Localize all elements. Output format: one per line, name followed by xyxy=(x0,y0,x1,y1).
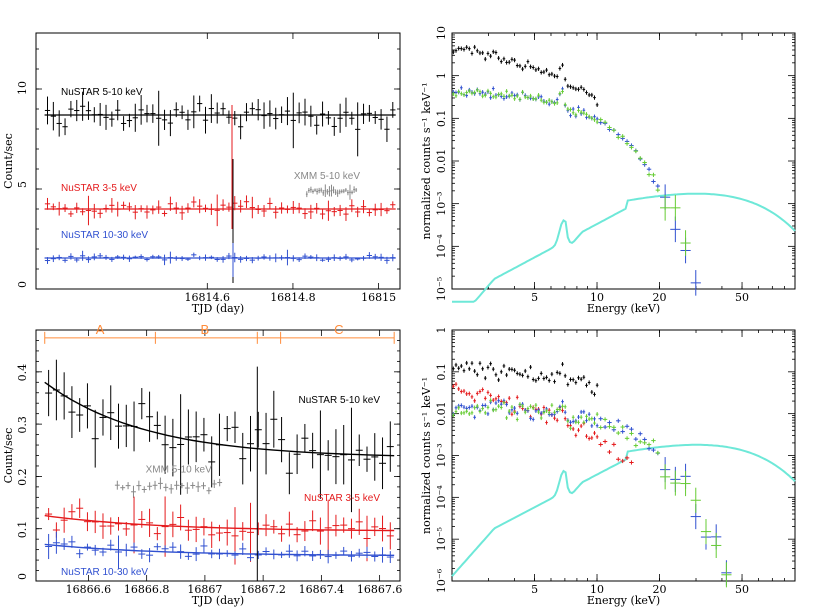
y-tick-label: 0.1 xyxy=(435,110,448,128)
x-tick-label: 20 xyxy=(652,291,666,304)
x-axis-label: TJD (day) xyxy=(192,594,244,607)
series-label: XMM 5-10 keV xyxy=(146,464,212,475)
x-axis-label: Energy (keV) xyxy=(587,594,660,607)
series-label: NuSTAR 10-30 keV xyxy=(61,230,148,241)
reflection-model-curve xyxy=(451,443,796,577)
series-label: XMM 5-10 keV xyxy=(294,171,360,182)
spectrum-panel-bottom-right: 5 10 20 50 10⁻⁶ 10⁻⁵ 10⁻⁴ 10⁻³ 0.01 0.1 1 Energy (k… xyxy=(420,327,796,607)
x-tick-label: 5 xyxy=(531,291,538,304)
series-nustar-10-30-kev xyxy=(44,531,395,569)
y-tick-label: 10⁻⁶ xyxy=(435,568,448,593)
y-tick-label: 10⁻⁴ xyxy=(435,485,448,510)
y-tick-label: 0.1 xyxy=(435,363,448,381)
spectrum-xmm-5-10-kev xyxy=(452,360,599,397)
x-tick-label: 16866.8 xyxy=(124,583,170,596)
x-axis-label: TJD (day) xyxy=(192,302,244,315)
y-axis-label: normalized counts s⁻¹ keV⁻¹ xyxy=(420,82,433,239)
series-nustar-5-10-kev xyxy=(44,90,396,157)
series-xmm-5-10-kev xyxy=(114,477,223,498)
series-nustar-10-30-kev xyxy=(44,249,396,266)
series-label: NuSTAR 10-30 keV xyxy=(61,567,148,578)
spectrum-nustar-3-5-kev xyxy=(452,382,634,465)
y-axis-label: Count/sec xyxy=(2,428,15,484)
x-tick-label: 16867.4 xyxy=(299,583,345,596)
y-tick-label: 10⁻³ xyxy=(435,443,448,467)
y-tick-label: 0 xyxy=(16,281,29,288)
y-tick-label: 10⁻⁵ xyxy=(435,277,448,301)
segment-label: A xyxy=(96,322,105,337)
lightcurve-panel-top-left: 16814.6 16814.8 16815 0 5 10 TJD (day) Count/se… xyxy=(2,32,401,315)
x-tick-label: 20 xyxy=(652,583,666,596)
y-tick-label: 10 xyxy=(16,81,29,95)
x-tick-label: 50 xyxy=(735,583,749,596)
fit-curve xyxy=(44,543,395,556)
x-tick-label: 16814.6 xyxy=(185,291,231,304)
y-tick-label: 0.2 xyxy=(16,468,29,486)
y-tick-label: 0.1 xyxy=(16,521,29,539)
x-tick-label: 16867 xyxy=(187,583,222,596)
series-label: NuSTAR 3-5 keV xyxy=(61,183,137,194)
y-tick-label: 0 xyxy=(16,573,29,580)
x-tick-label: 16814.8 xyxy=(270,291,316,304)
plot-frame xyxy=(451,32,796,290)
y-tick-label: 0.4 xyxy=(16,364,29,382)
y-axis-label: Count/sec xyxy=(2,133,15,189)
spectrum-nustar-10-30-kev xyxy=(452,398,732,586)
y-tick-label: 5 xyxy=(16,181,29,188)
series-nustar-5-10-kev xyxy=(44,359,395,513)
plot-frame xyxy=(35,329,401,582)
y-tick-label: 10⁻³ xyxy=(435,192,448,216)
series-nustar-3-5-kev xyxy=(44,194,396,227)
x-tick-label: 10 xyxy=(590,291,604,304)
y-tick-label: 0.3 xyxy=(16,416,29,434)
spectrum-nustar-5-10-kev xyxy=(452,398,732,588)
segment-label: C xyxy=(334,322,343,337)
spectrum-fpma xyxy=(452,85,701,296)
x-tick-label: 16867.2 xyxy=(240,583,286,596)
series-xmm-5-10-kev xyxy=(305,184,358,200)
series-label: NuSTAR 5-10 keV xyxy=(61,87,143,98)
y-tick-label: 1 xyxy=(435,327,448,334)
fit-curve xyxy=(44,514,395,532)
y-tick-label: 10⁻⁵ xyxy=(435,527,448,551)
x-tick-label: 5 xyxy=(531,583,538,596)
lightcurve-panel-bottom-left: 16866.6 16866.8 16867 16867.2 16867.4 16867.6… xyxy=(2,322,402,607)
spectrum-fpmb xyxy=(452,87,691,256)
x-tick-label: 50 xyxy=(735,291,749,304)
y-axis-label: normalized counts s⁻¹ keV⁻¹ xyxy=(420,377,433,534)
series-label: NuSTAR 3-5 keV xyxy=(304,493,380,504)
spectrum-xmm xyxy=(452,44,599,108)
x-tick-label: 16866.6 xyxy=(66,583,112,596)
x-tick-label: 10 xyxy=(590,583,604,596)
fit-curve xyxy=(44,381,395,457)
y-tick-label: 0.01 xyxy=(435,149,448,174)
plot-frame xyxy=(35,32,401,290)
x-axis-label: Energy (keV) xyxy=(587,302,660,315)
y-tick-label: 0.01 xyxy=(435,401,448,426)
reflection-model-curve xyxy=(452,192,796,303)
y-tick-label: 10⁻⁴ xyxy=(435,234,448,259)
y-tick-label: 1 xyxy=(435,72,448,79)
segment-label: B xyxy=(201,322,210,337)
x-tick-label: 16867.6 xyxy=(357,583,403,596)
x-tick-label: 16815 xyxy=(361,291,396,304)
series-label: NuSTAR 5-10 keV xyxy=(298,395,380,406)
y-tick-label: 10 xyxy=(435,26,448,40)
